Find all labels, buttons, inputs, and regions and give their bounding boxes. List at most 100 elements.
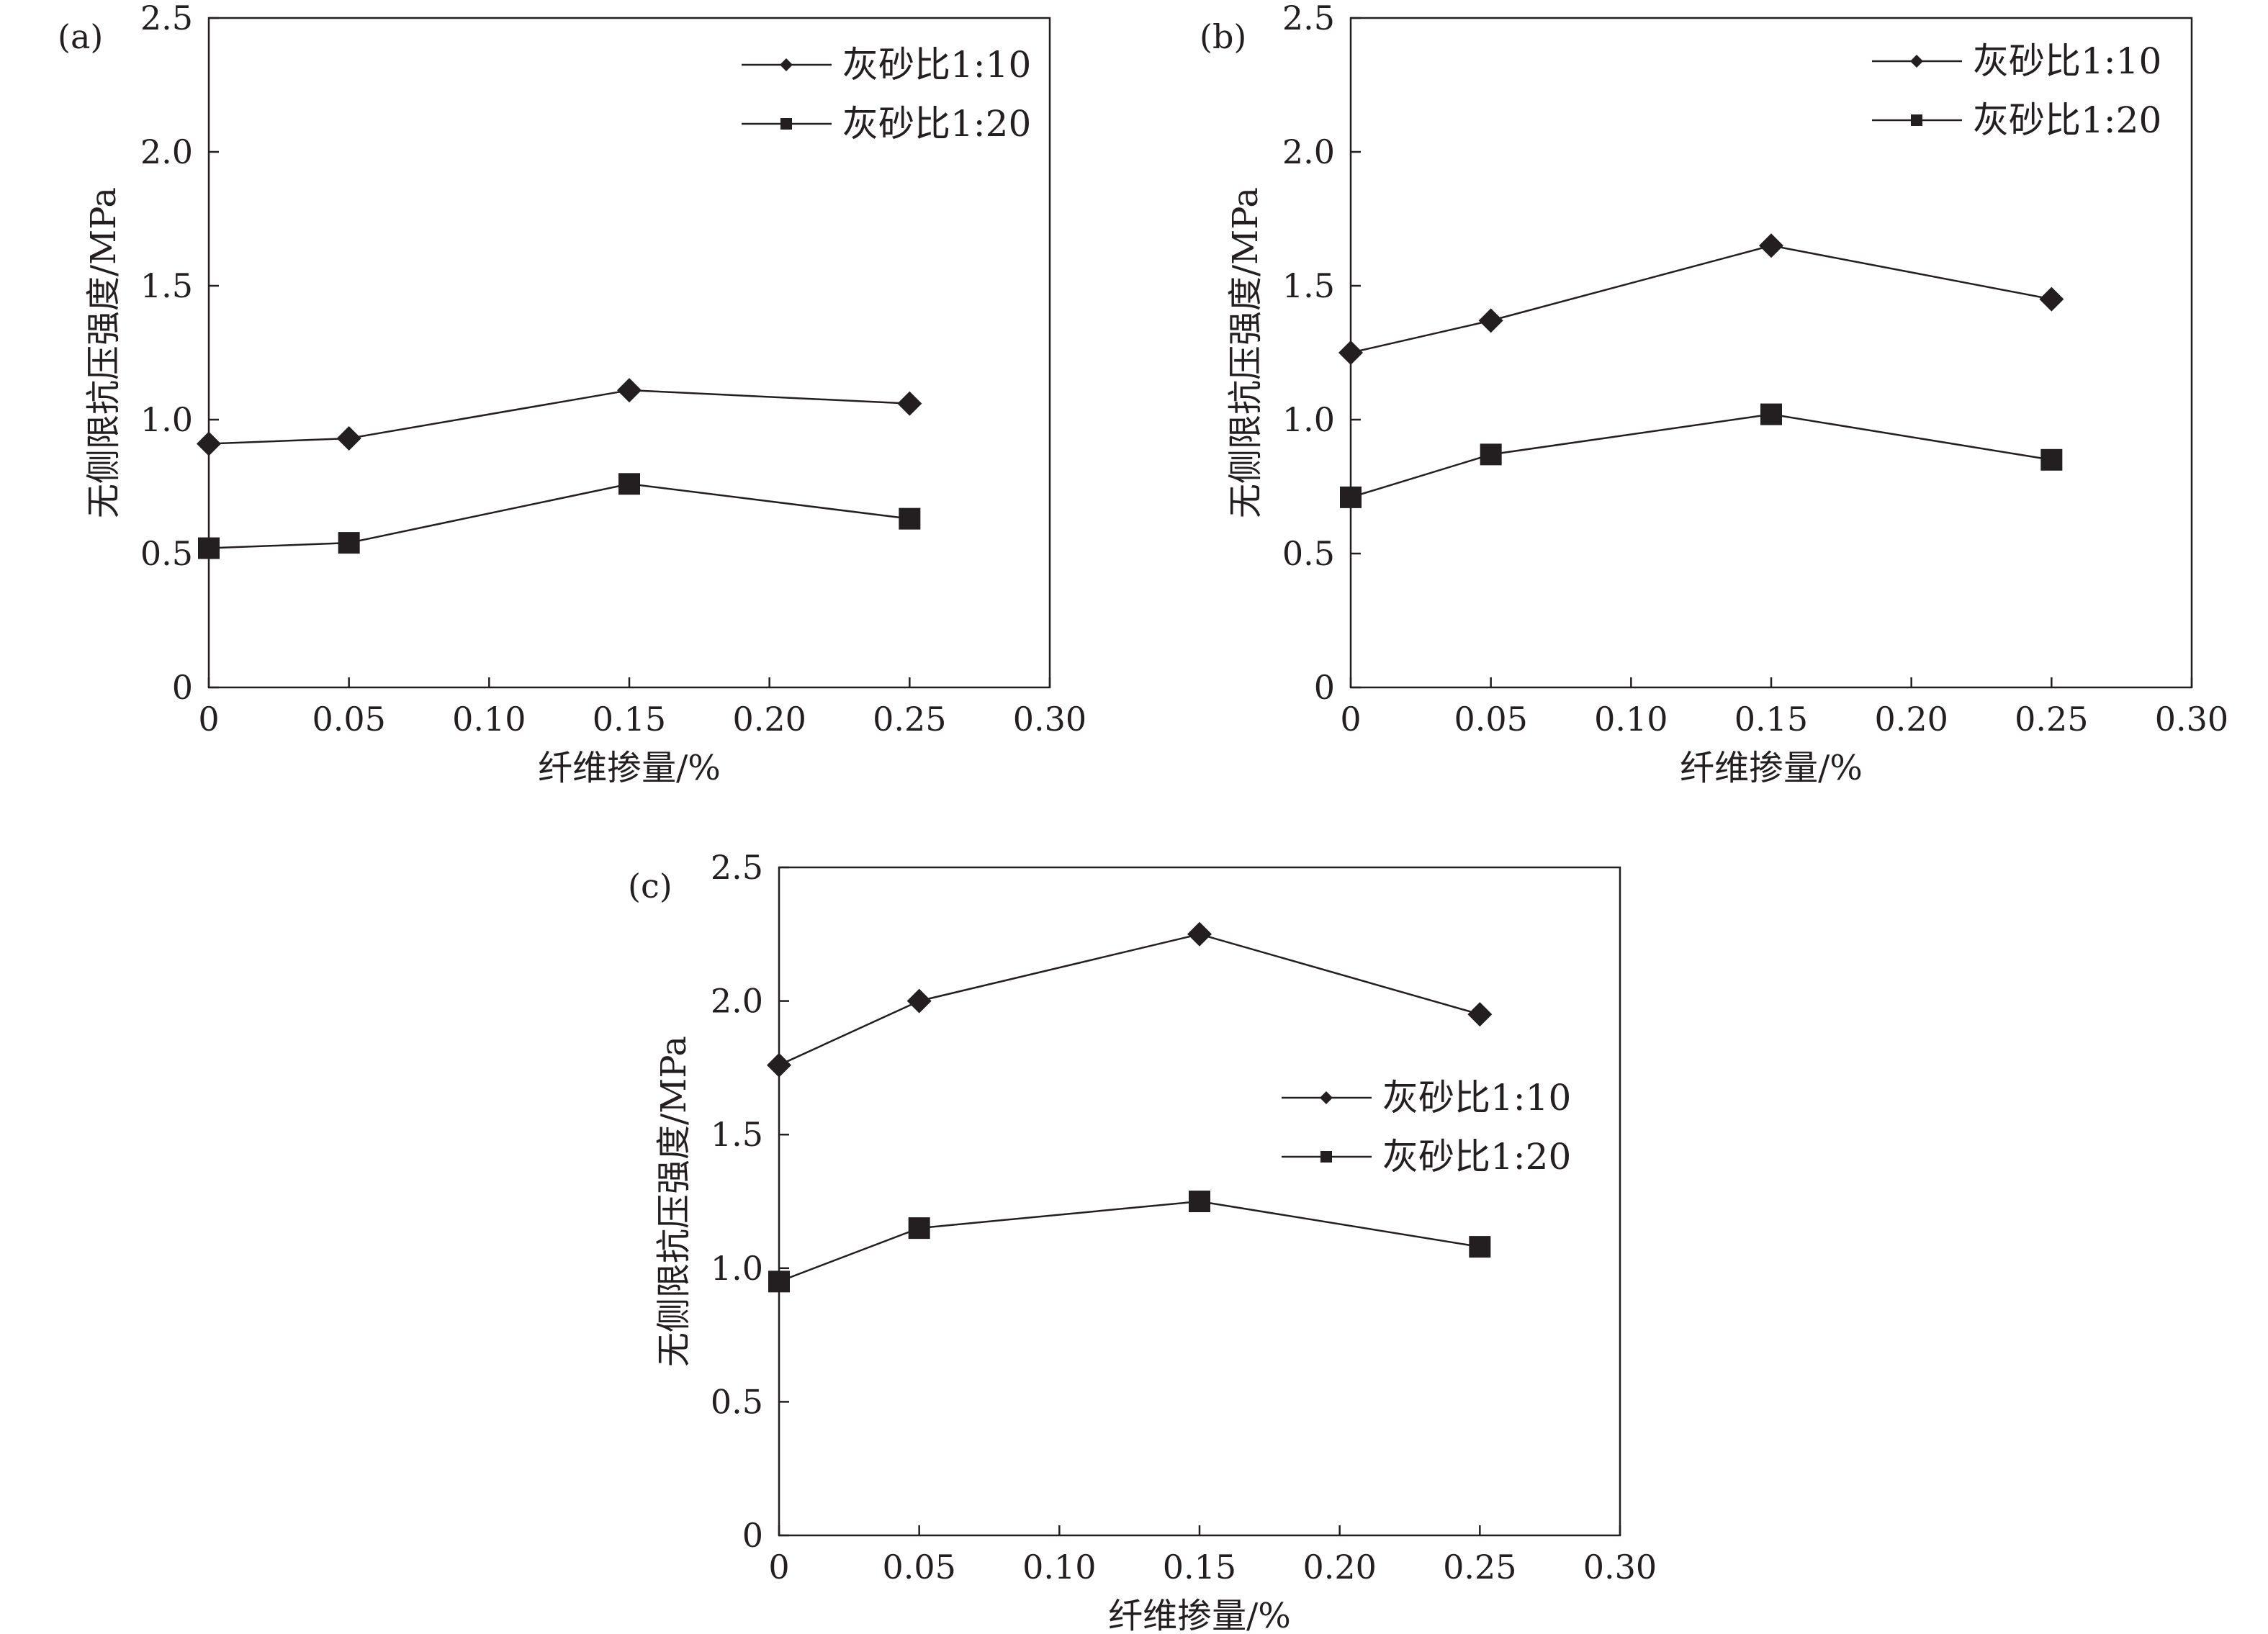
y-tick-label: 1.0 bbox=[140, 400, 193, 439]
x-tick-label: 0.15 bbox=[1163, 1548, 1236, 1586]
series-line bbox=[208, 389, 910, 445]
legend-marker bbox=[1910, 55, 1923, 68]
data-point bbox=[1338, 340, 1363, 365]
data-point bbox=[897, 391, 922, 416]
legend-marker bbox=[1911, 114, 1922, 126]
series-ratio-1-10 bbox=[1338, 233, 2064, 365]
legend-label: 灰砂比1:10 bbox=[1973, 40, 2161, 82]
y-tick-label: 2.5 bbox=[711, 848, 763, 887]
y-tick-label: 2.5 bbox=[140, 0, 193, 37]
data-point bbox=[1469, 1236, 1491, 1258]
legend: 灰砂比1:10 灰砂比1:20 bbox=[1282, 1077, 1571, 1178]
data-point bbox=[617, 378, 642, 403]
legend-marker bbox=[1320, 1151, 1332, 1163]
y-tick-label: 2.0 bbox=[711, 982, 763, 1021]
data-point bbox=[1478, 308, 1503, 333]
x-tick-label: 0.25 bbox=[1443, 1548, 1516, 1586]
data-point bbox=[908, 1217, 930, 1240]
data-point bbox=[618, 473, 640, 495]
x-tick-label: 0.25 bbox=[873, 700, 946, 739]
series-ratio-1-20 bbox=[768, 1191, 1491, 1293]
x-axis-title: 纤维掺量/% bbox=[1108, 1596, 1291, 1634]
legend-label: 灰砂比1:20 bbox=[842, 103, 1031, 145]
y-tick-label: 1.5 bbox=[140, 266, 193, 305]
y-tick-label: 0 bbox=[1314, 668, 1335, 707]
x-tick-label: 0.05 bbox=[882, 1548, 955, 1586]
series-line bbox=[208, 483, 910, 549]
y-tick-label: 0 bbox=[742, 1516, 763, 1555]
series-line bbox=[778, 1200, 1480, 1283]
panel-label: (a) bbox=[58, 17, 103, 56]
x-tick-label: 0.30 bbox=[2155, 700, 2228, 739]
legend-label: 灰砂比1:20 bbox=[1382, 1136, 1571, 1178]
x-tick-label: 0.05 bbox=[1454, 700, 1527, 739]
chart-panel-b: 0 0.05 0.10 0.15 0.20 0.25 0.30 0 0.5 1.0 1.5 2.0 2.… bbox=[1200, 0, 2228, 788]
x-tick-label: 0.15 bbox=[1734, 700, 1808, 739]
data-point bbox=[1760, 403, 1782, 425]
legend-label: 灰砂比1:10 bbox=[842, 44, 1031, 86]
data-point bbox=[767, 1052, 791, 1078]
data-point bbox=[1340, 486, 1362, 508]
x-tick-label: 0.20 bbox=[732, 700, 806, 739]
data-point bbox=[1759, 233, 1783, 258]
legend-marker bbox=[1320, 1091, 1333, 1104]
x-tick-label: 0 bbox=[768, 1548, 789, 1586]
y-tick-label: 1.5 bbox=[1282, 266, 1335, 305]
x-axis-title: 纤维掺量/% bbox=[1680, 748, 1863, 788]
legend: 灰砂比1:10 灰砂比1:20 bbox=[1872, 40, 2161, 141]
series-ratio-1-10 bbox=[767, 921, 1493, 1078]
chart-panel-a: 0 0.05 0.10 0.15 0.20 0.25 0.30 0 0.5 1.0 1.5 2.0 2.… bbox=[58, 0, 1086, 788]
data-point bbox=[2040, 448, 2063, 471]
y-axis-title: 无侧限抗压强度/MPa bbox=[84, 187, 124, 518]
legend-label: 灰砂比1:10 bbox=[1382, 1077, 1571, 1119]
data-point bbox=[1467, 1002, 1493, 1027]
x-tick-label: 0.20 bbox=[1874, 700, 1948, 739]
series-line bbox=[778, 933, 1480, 1066]
series-ratio-1-20 bbox=[198, 473, 921, 559]
series-ratio-1-10 bbox=[197, 378, 922, 456]
series-ratio-1-20 bbox=[1340, 403, 2063, 508]
y-tick-label: 1.0 bbox=[711, 1249, 763, 1288]
data-point bbox=[899, 507, 921, 530]
panel-label: (c) bbox=[628, 867, 672, 906]
data-point bbox=[1187, 921, 1212, 947]
y-tick-label: 0.5 bbox=[1282, 534, 1335, 573]
x-tick-label: 0.30 bbox=[1583, 1548, 1657, 1586]
data-point bbox=[906, 988, 932, 1014]
data-point bbox=[336, 426, 361, 451]
x-tick-label: 0.30 bbox=[1013, 700, 1086, 739]
data-point bbox=[1480, 443, 1502, 466]
x-tick-label: 0.10 bbox=[1022, 1548, 1096, 1586]
series-line bbox=[1350, 244, 2052, 354]
series-line bbox=[1350, 413, 2052, 499]
x-tick-label: 0.10 bbox=[452, 700, 526, 739]
y-tick-label: 1.5 bbox=[711, 1115, 763, 1154]
y-tick-label: 2.0 bbox=[140, 132, 193, 171]
legend: 灰砂比1:10 灰砂比1:20 bbox=[742, 44, 1031, 145]
data-point bbox=[1189, 1191, 1210, 1212]
chart-panel-c: 0 0.05 0.10 0.15 0.20 0.25 0.30 0 0.5 1.0 1.5 2.0 2.… bbox=[628, 848, 1657, 1634]
data-point bbox=[768, 1270, 790, 1293]
y-tick-label: 0.5 bbox=[140, 534, 193, 573]
data-point bbox=[198, 537, 220, 559]
data-point bbox=[197, 431, 221, 456]
x-tick-label: 0.10 bbox=[1594, 700, 1668, 739]
x-tick-label: 0.25 bbox=[2015, 700, 2088, 739]
y-tick-label: 0 bbox=[172, 668, 193, 707]
x-axis-title: 纤维掺量/% bbox=[538, 748, 721, 788]
y-tick-label: 2.0 bbox=[1282, 132, 1335, 171]
x-tick-label: 0.20 bbox=[1302, 1548, 1376, 1586]
x-tick-label: 0.15 bbox=[593, 700, 666, 739]
data-point bbox=[338, 532, 360, 554]
y-tick-label: 2.5 bbox=[1282, 0, 1335, 37]
y-tick-label: 1.0 bbox=[1282, 400, 1335, 439]
legend-marker bbox=[780, 118, 792, 130]
panel-label: (b) bbox=[1200, 17, 1246, 56]
y-axis-title: 无侧限抗压强度/MPa bbox=[654, 1036, 694, 1367]
x-tick-label: 0 bbox=[1340, 700, 1361, 739]
data-point bbox=[2039, 286, 2064, 312]
y-axis-title: 无侧限抗压强度/MPa bbox=[1225, 187, 1266, 518]
legend-label: 灰砂比1:20 bbox=[1973, 99, 2161, 141]
x-tick-label: 0 bbox=[198, 700, 219, 739]
